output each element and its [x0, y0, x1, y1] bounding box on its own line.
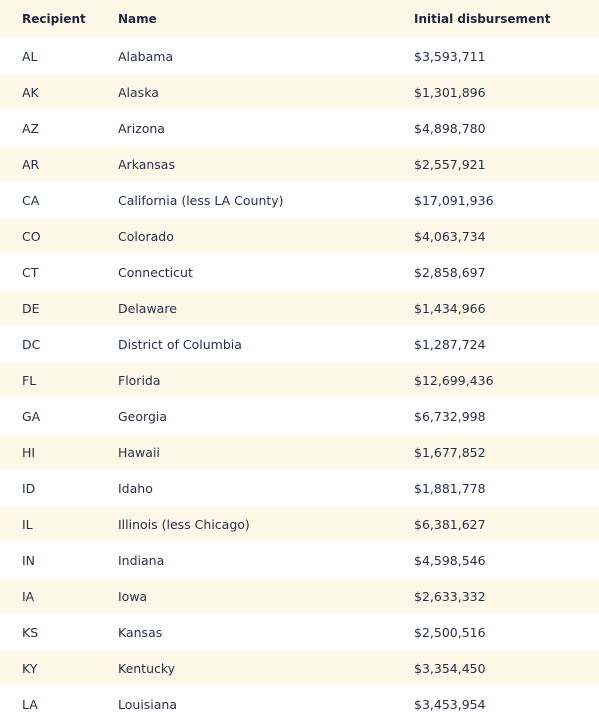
table-row: AL Alabama $3,593,711 [0, 38, 599, 74]
table-cell: AL [22, 48, 38, 64]
column-header: Recipient [22, 12, 86, 26]
table-cell: LA [22, 696, 38, 712]
table-cell: Connecticut [118, 264, 193, 280]
table-cell: Illinois (less Chicago) [118, 516, 250, 532]
table-cell: $1,881,778 [414, 480, 486, 496]
table-cell: Alabama [118, 48, 174, 64]
table-row: GA Georgia $6,732,998 [0, 398, 599, 434]
table-cell: $1,301,896 [414, 84, 486, 100]
table-row: CA California (less LA County) $17,091,936 [0, 182, 599, 218]
header-row: Recipient Name Initial disbursement [0, 0, 599, 38]
table-cell: $17,091,936 [414, 192, 494, 208]
table-row: AR Arkansas $2,557,921 [0, 146, 599, 182]
table-cell: $3,453,954 [414, 696, 486, 712]
table-cell: KY [22, 660, 38, 676]
table-row: CO Colorado $4,063,734 [0, 218, 599, 254]
column-header: Name [118, 12, 157, 26]
table-cell: California (less LA County) [118, 192, 284, 208]
table-cell: $4,898,780 [414, 120, 486, 136]
table-cell: Georgia [118, 408, 168, 424]
column-header: Initial disbursement [414, 12, 551, 26]
table-cell: $6,381,627 [414, 516, 486, 532]
table-cell: IA [22, 588, 35, 604]
table-row: FL Florida $12,699,436 [0, 362, 599, 398]
table-cell: CT [22, 264, 39, 280]
table-cell: $2,858,697 [414, 264, 486, 280]
table-cell: $1,287,724 [414, 336, 486, 352]
table-cell: Hawaii [118, 444, 160, 460]
table-row: CT Connecticut $2,858,697 [0, 254, 599, 290]
table-cell: Kentucky [118, 660, 176, 676]
table-cell: Colorado [118, 228, 174, 244]
table-cell: Louisiana [118, 696, 178, 712]
table-cell: $2,557,921 [414, 156, 486, 172]
table-cell: $2,500,516 [414, 624, 486, 640]
table-row: ID Idaho $1,881,778 [0, 470, 599, 506]
table-cell: $6,732,998 [414, 408, 486, 424]
table-row: KS Kansas $2,500,516 [0, 614, 599, 650]
table-cell: CO [22, 228, 41, 244]
table-cell: DC [22, 336, 41, 352]
table-row: IN Indiana $4,598,546 [0, 542, 599, 578]
table-row: DC District of Columbia $1,287,724 [0, 326, 599, 362]
table-cell: AR [22, 156, 40, 172]
table-cell: IN [22, 552, 36, 568]
table-row: AZ Arizona $4,898,780 [0, 110, 599, 146]
table-cell: HI [22, 444, 36, 460]
table-cell: Indiana [118, 552, 165, 568]
table-cell: $12,699,436 [414, 372, 494, 388]
table-cell: KS [22, 624, 39, 640]
table-cell: Kansas [118, 624, 163, 640]
table-cell: $1,677,852 [414, 444, 486, 460]
table-row: KY Kentucky $3,354,450 [0, 650, 599, 686]
table-cell: $1,434,966 [414, 300, 486, 316]
table-row: IL Illinois (less Chicago) $6,381,627 [0, 506, 599, 542]
table-cell: Delaware [118, 300, 177, 316]
table-cell: Arizona [118, 120, 165, 136]
table-cell: CA [22, 192, 40, 208]
table-row: LA Louisiana $3,453,954 [0, 686, 599, 719]
table-cell: $3,354,450 [414, 660, 486, 676]
table-cell: Florida [118, 372, 161, 388]
table-cell: IL [22, 516, 33, 532]
table-cell: Idaho [118, 480, 153, 496]
table-cell: ID [22, 480, 36, 496]
table-row: AK Alaska $1,301,896 [0, 74, 599, 110]
table-cell: FL [22, 372, 37, 388]
table-cell: $4,063,734 [414, 228, 486, 244]
table-row: IA Iowa $2,633,332 [0, 578, 599, 614]
table-cell: District of Columbia [118, 336, 242, 352]
table-cell: Arkansas [118, 156, 175, 172]
table-cell: $2,633,332 [414, 588, 486, 604]
table-cell: $4,598,546 [414, 552, 486, 568]
table-cell: $3,593,711 [414, 48, 486, 64]
table-row: DE Delaware $1,434,966 [0, 290, 599, 326]
table-cell: AZ [22, 120, 40, 136]
table-cell: Iowa [118, 588, 148, 604]
table-row: HI Hawaii $1,677,852 [0, 434, 599, 470]
table-cell: AK [22, 84, 39, 100]
table-cell: GA [22, 408, 41, 424]
table-cell: DE [22, 300, 40, 316]
table-cell: Alaska [118, 84, 159, 100]
